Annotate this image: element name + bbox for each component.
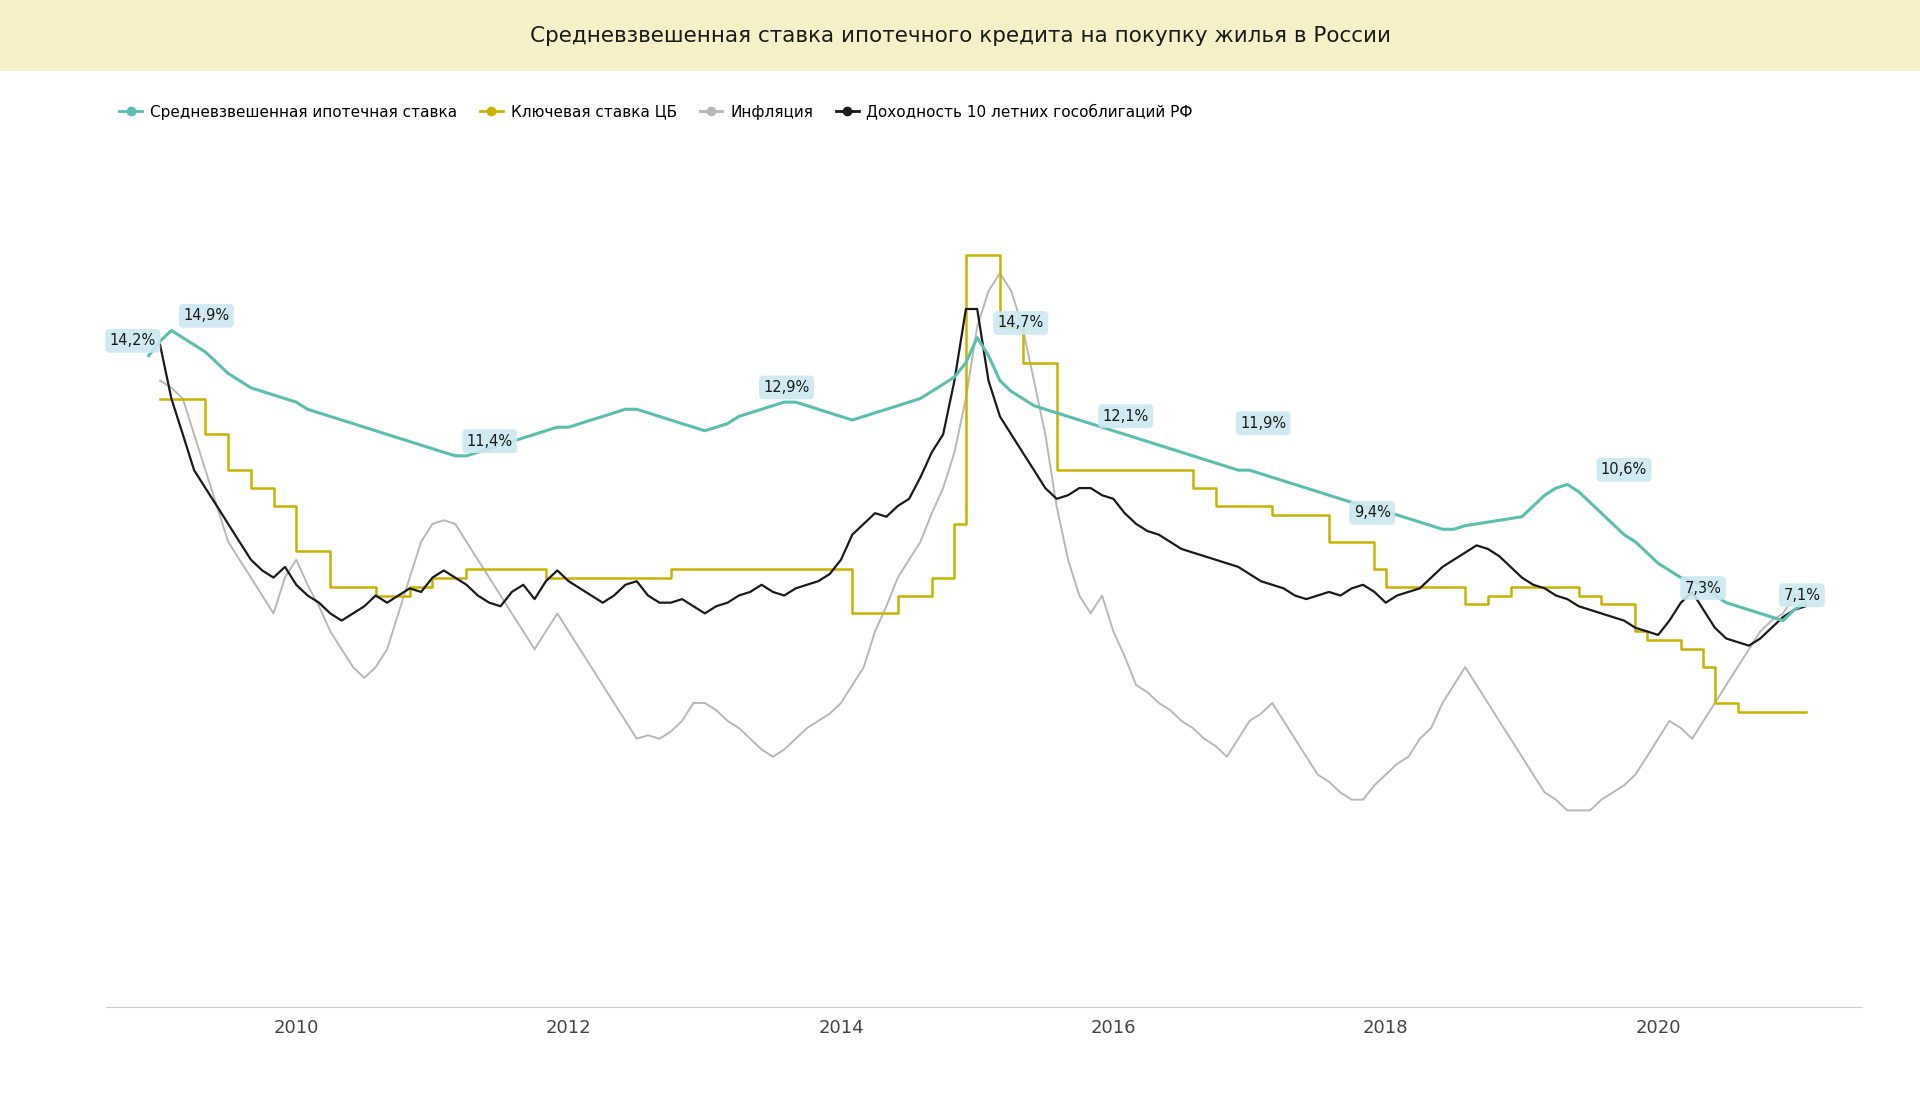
Text: 14,9%: 14,9%	[182, 309, 228, 323]
Text: 14,2%: 14,2%	[109, 333, 156, 348]
Text: 7,1%: 7,1%	[1784, 588, 1820, 602]
Legend: Средневзвешенная ипотечная ставка, Ключевая ставка ЦБ, Инфляция, Доходность 10 л: Средневзвешенная ипотечная ставка, Ключе…	[113, 97, 1200, 126]
Text: 11,4%: 11,4%	[467, 434, 513, 449]
Text: 9,4%: 9,4%	[1354, 505, 1390, 520]
Text: 11,9%: 11,9%	[1240, 416, 1286, 430]
Text: Средневзвешенная ставка ипотечного кредита на покупку жилья в России: Средневзвешенная ставка ипотечного креди…	[530, 25, 1390, 46]
Text: 12,1%: 12,1%	[1102, 408, 1148, 424]
Text: 10,6%: 10,6%	[1601, 462, 1647, 477]
Text: 7,3%: 7,3%	[1684, 580, 1722, 596]
Text: 14,7%: 14,7%	[998, 315, 1044, 331]
Text: 12,9%: 12,9%	[764, 380, 810, 395]
